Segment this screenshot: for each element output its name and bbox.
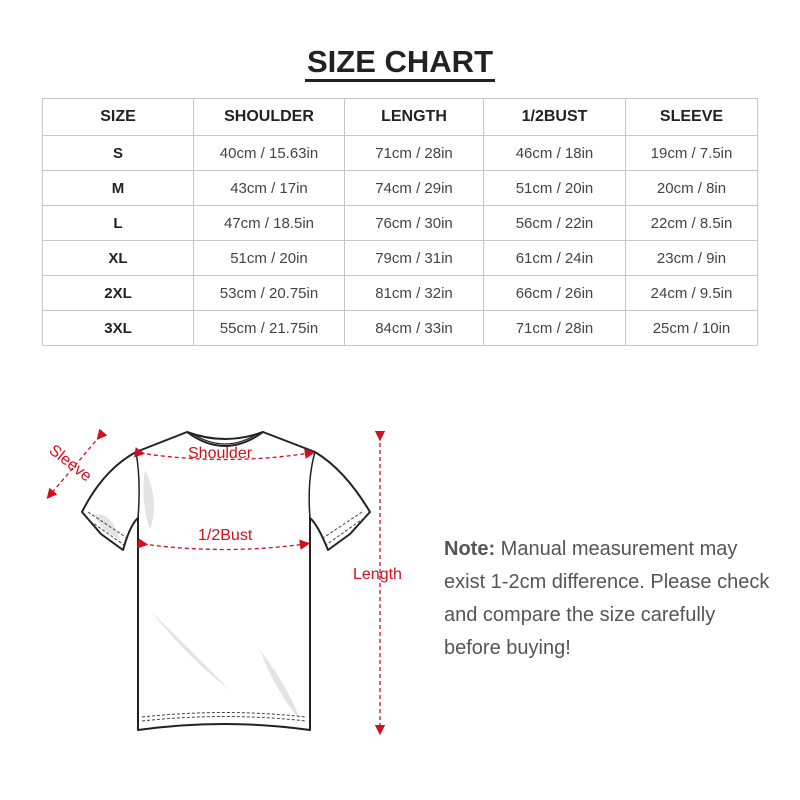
measurement-cell: 22cm / 8.5in — [625, 205, 758, 241]
table-row: L 47cm / 18.5in 76cm / 30in 56cm / 22in 22cm… — [42, 205, 758, 241]
measurement-cell: 53cm / 20.75in — [193, 275, 345, 311]
size-cell: XL — [42, 240, 194, 276]
measurement-cell: 61cm / 24in — [483, 240, 626, 276]
measurement-cell: 43cm / 17in — [193, 170, 345, 206]
measurement-cell: 23cm / 9in — [625, 240, 758, 276]
measurement-cell: 71cm / 28in — [483, 310, 626, 346]
measurement-cell: 76cm / 30in — [344, 205, 484, 241]
measurement-cell: 81cm / 32in — [344, 275, 484, 311]
measurement-cell: 40cm / 15.63in — [193, 135, 345, 171]
table-header-row: SIZE SHOULDER LENGTH 1/2BUST SLEEVE — [42, 98, 758, 136]
col-header: SHOULDER — [193, 98, 345, 136]
size-cell: 2XL — [42, 275, 194, 311]
table-row: XL 51cm / 20in 79cm / 31in 61cm / 24in 23cm … — [42, 240, 758, 276]
measurement-cell: 19cm / 7.5in — [625, 135, 758, 171]
col-header: LENGTH — [344, 98, 484, 136]
measurement-cell: 66cm / 26in — [483, 275, 626, 311]
col-header: SLEEVE — [625, 98, 758, 136]
label-sleeve: Sleeve — [46, 442, 95, 486]
measurement-cell: 20cm / 8in — [625, 170, 758, 206]
measurement-cell: 51cm / 20in — [193, 240, 345, 276]
measurement-cell: 55cm / 21.75in — [193, 310, 345, 346]
col-header: SIZE — [42, 98, 194, 136]
label-shoulder: Shoulder — [188, 445, 253, 462]
tshirt-diagram: Shoulder 1/2Bust Length Sleeve — [46, 428, 402, 736]
tshirt-outline — [81, 431, 371, 731]
label-bust: 1/2Bust — [198, 527, 253, 544]
label-length: Length — [353, 566, 402, 583]
measurement-cell: 51cm / 20in — [483, 170, 626, 206]
size-cell: L — [42, 205, 194, 241]
table-row: M 43cm / 17in 74cm / 29in 51cm / 20in 20cm /… — [42, 170, 758, 206]
size-cell: M — [42, 170, 194, 206]
table-row: 3XL 55cm / 21.75in 84cm / 33in 71cm / 28in 2… — [42, 310, 758, 346]
size-cell: 3XL — [42, 310, 194, 346]
measurement-note: Note: Manual measurement may exist 1-2cm… — [444, 538, 770, 659]
measurement-cell: 84cm / 33in — [344, 310, 484, 346]
measurement-cell: 47cm / 18.5in — [193, 205, 345, 241]
page-title: SIZE CHART — [0, 44, 800, 82]
measurement-cell: 71cm / 28in — [344, 135, 484, 171]
measurement-cell: 56cm / 22in — [483, 205, 626, 241]
size-table: SIZE SHOULDER LENGTH 1/2BUST SLEEVE S 40c… — [42, 98, 758, 346]
table-row: S 40cm / 15.63in 71cm / 28in 46cm / 18in 19c… — [42, 135, 758, 171]
col-header: 1/2BUST — [483, 98, 626, 136]
measurement-cell: 25cm / 10in — [625, 310, 758, 346]
size-cell: S — [42, 135, 194, 171]
measurement-cell: 79cm / 31in — [344, 240, 484, 276]
measurement-cell: 74cm / 29in — [344, 170, 484, 206]
table-row: 2XL 53cm / 20.75in 81cm / 32in 66cm / 26in 2… — [42, 275, 758, 311]
measure-lines — [46, 428, 386, 736]
measurement-cell: 46cm / 18in — [483, 135, 626, 171]
measurement-cell: 24cm / 9.5in — [625, 275, 758, 311]
stitching — [85, 511, 365, 722]
